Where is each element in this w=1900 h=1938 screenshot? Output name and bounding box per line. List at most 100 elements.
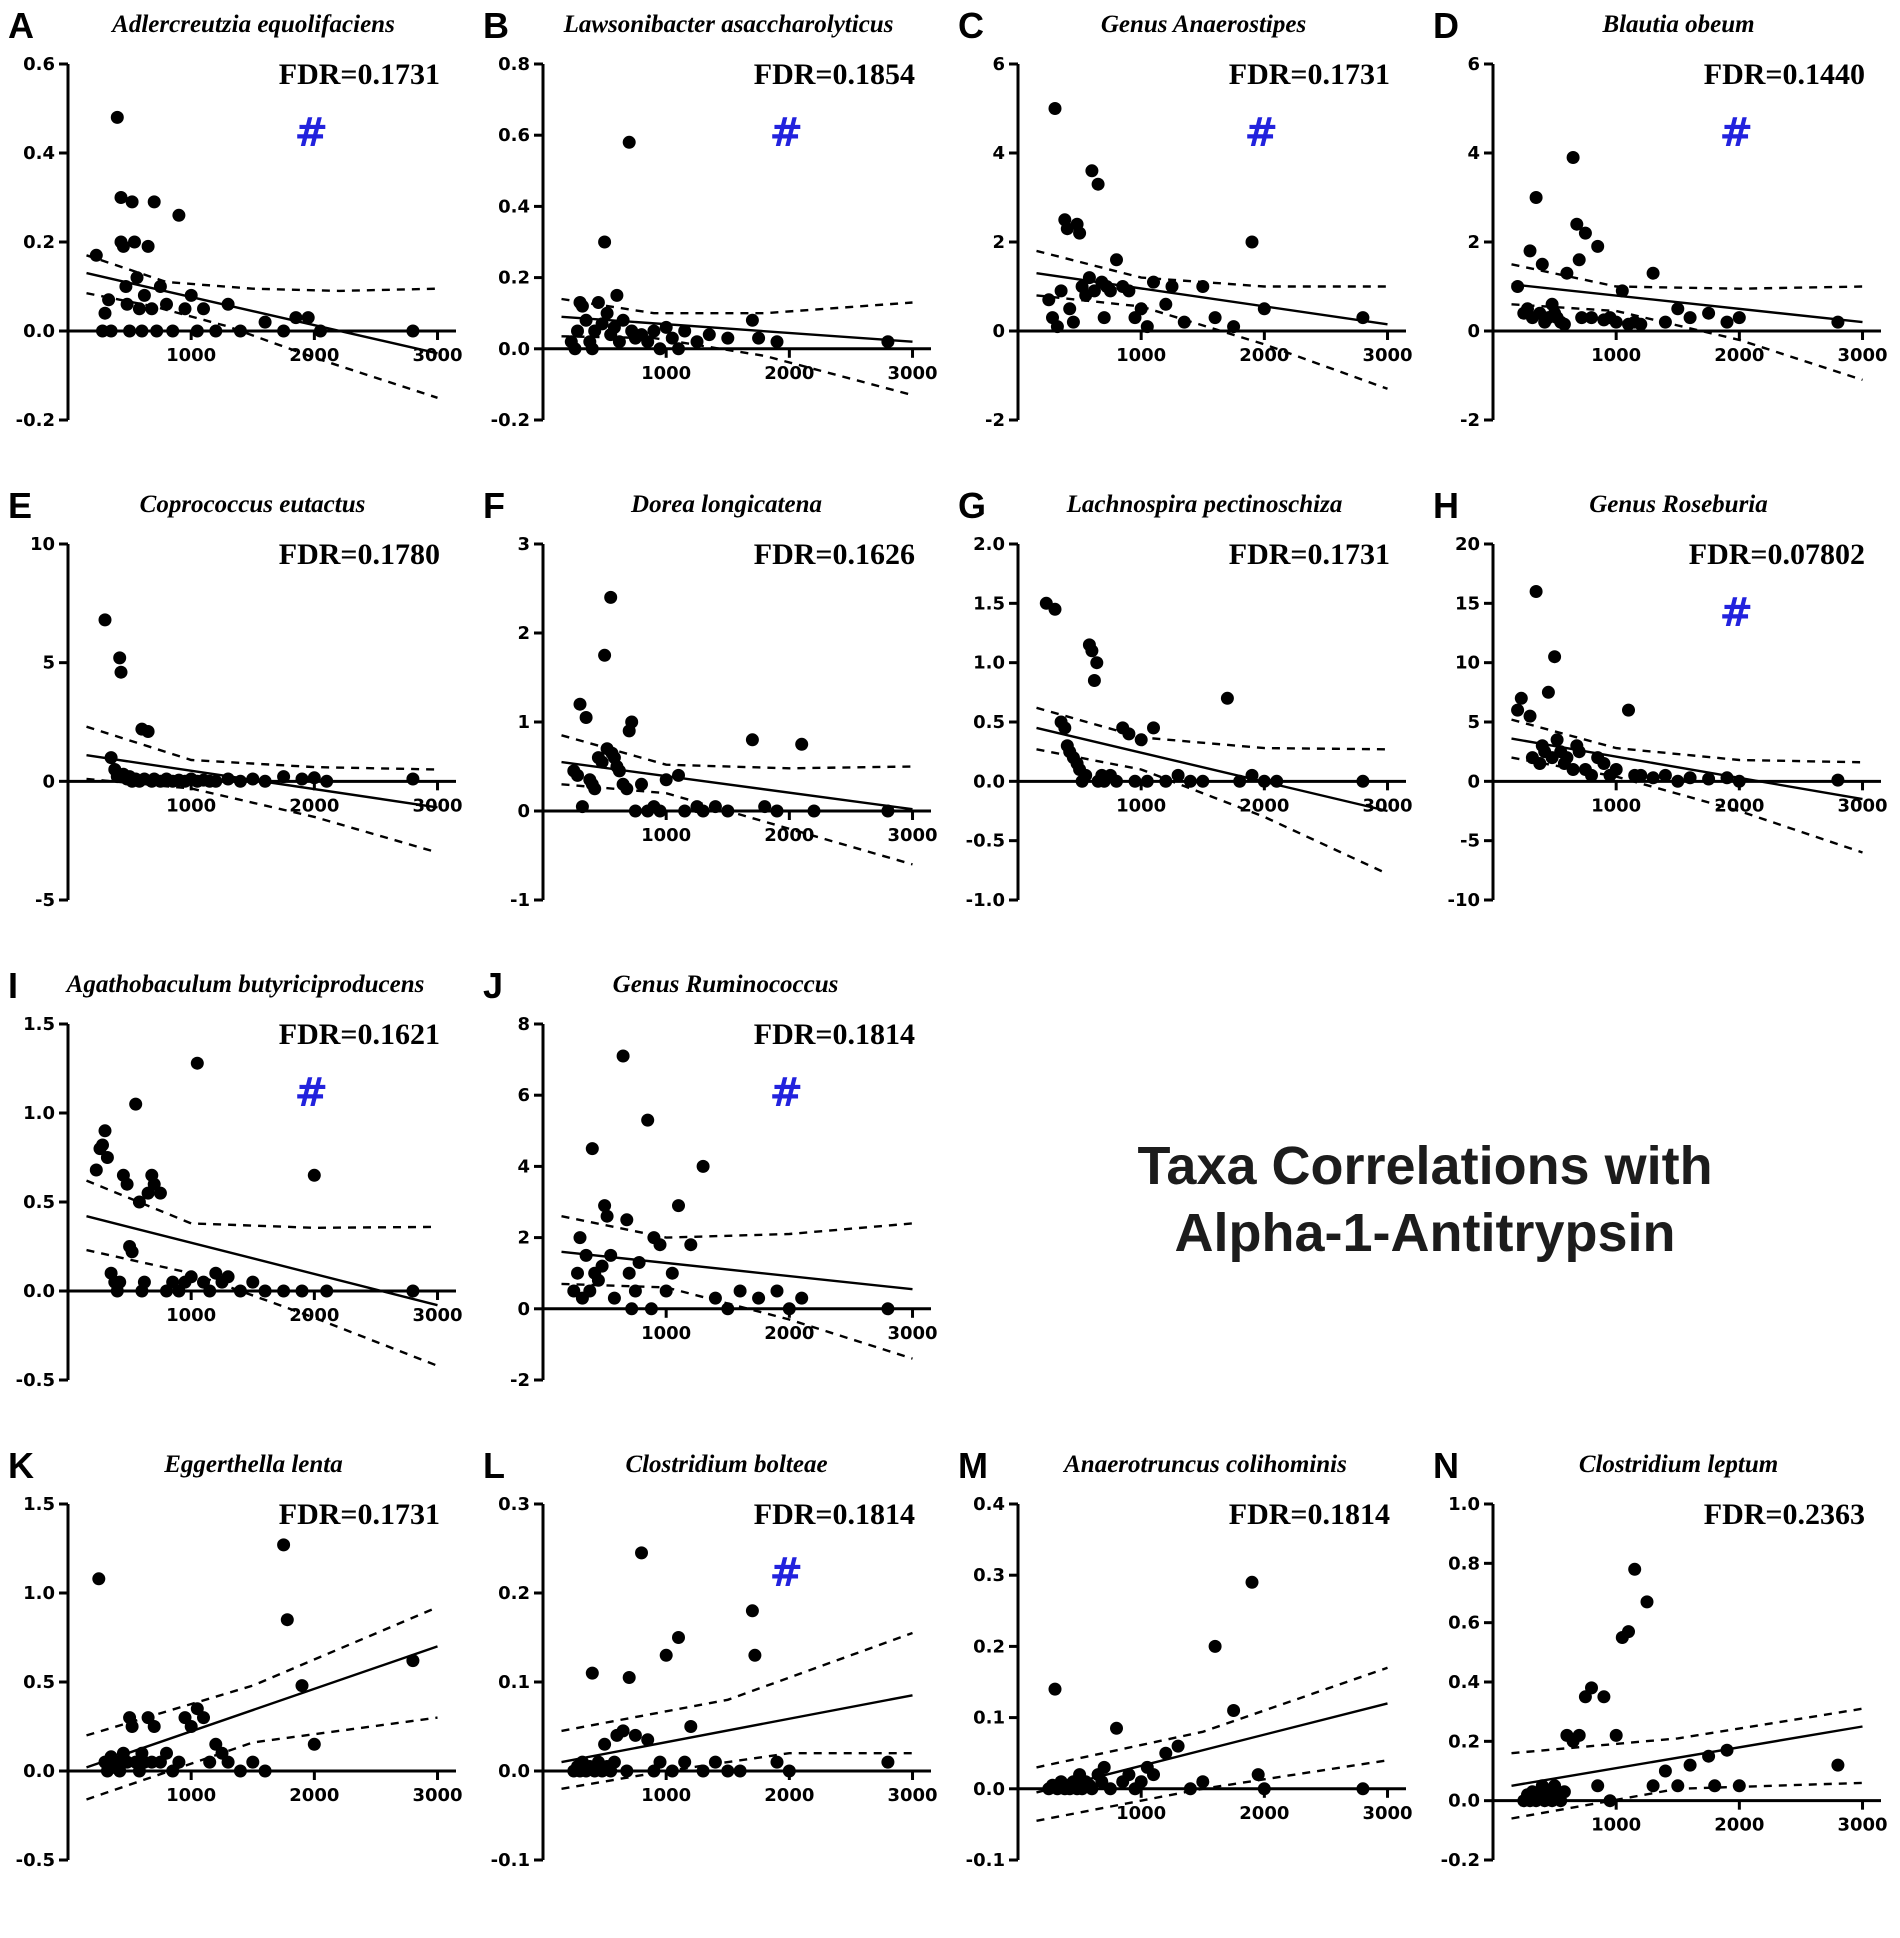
svg-text:2: 2 (517, 623, 530, 644)
panel-header: A Adlercreutzia equolifaciens (8, 6, 473, 52)
svg-text:6: 6 (992, 54, 1005, 75)
figure-title-line1: Taxa Correlations with (1137, 1135, 1713, 1196)
fdr-label: FDR=0.07802 (1688, 538, 1865, 571)
fdr-label: FDR=0.1731 (1228, 538, 1390, 571)
svg-text:0.5: 0.5 (973, 712, 1005, 733)
svg-text:3000: 3000 (1362, 1803, 1412, 1824)
svg-text:-0.2: -0.2 (16, 410, 55, 431)
panel-title: Lawsonibacter asaccharolyticus (563, 11, 894, 38)
scatter-plot-i: 1.5 1.0 0.5 0.0 -0.5 1000 2000 3000 (8, 1012, 468, 1422)
scatter-svg: 8 6 4 2 0 -2 1000 2000 3000 (510, 1014, 938, 1391)
hash-marker: # (1244, 110, 1278, 156)
svg-text:0.0: 0.0 (498, 339, 530, 360)
svg-text:2000: 2000 (764, 1323, 814, 1344)
hash-marker: # (769, 110, 803, 156)
svg-text:15: 15 (1455, 593, 1480, 614)
svg-text:0.5: 0.5 (23, 1192, 55, 1213)
panel-letter: L (483, 1445, 505, 1486)
svg-text:20: 20 (1455, 534, 1480, 555)
plot-area: FDR=0.2363 1.0 0.8 0.6 0.4 0.2 0.0 -0.2 1000 200… (1433, 1492, 1893, 1902)
svg-text:0.2: 0.2 (23, 232, 55, 253)
plot-area: FDR=0.1731 2.0 1.5 1.0 0.5 0.0 -0.5 -1.0 1000 20… (958, 532, 1418, 942)
fdr-label: FDR=0.1731 (278, 1498, 440, 1531)
svg-text:3000: 3000 (887, 1323, 937, 1344)
scatter-svg: 0.8 0.6 0.4 0.2 0.0 -0.2 1000 2000 3000 (491, 54, 938, 431)
panel-header: G Lachnospira pectinoschiza (958, 486, 1423, 532)
scatter-plot-c: 6 4 2 0 -2 1000 2000 3000 (958, 52, 1418, 462)
svg-text:2: 2 (517, 1228, 530, 1249)
svg-text:-2: -2 (1460, 410, 1480, 431)
panel-header: B Lawsonibacter asaccharolyticus (483, 6, 948, 52)
svg-text:0.4: 0.4 (498, 196, 530, 217)
svg-text:-10: -10 (1447, 890, 1480, 911)
svg-text:0.0: 0.0 (498, 1761, 530, 1782)
svg-text:3000: 3000 (887, 1785, 937, 1806)
scatter-plot-g: 2.0 1.5 1.0 0.5 0.0 -0.5 -1.0 1000 2000 3000 (958, 532, 1418, 942)
svg-text:2000: 2000 (289, 345, 339, 366)
svg-text:3000: 3000 (1362, 795, 1412, 816)
panel-header: M Anaerotruncus colihominis (958, 1446, 1423, 1492)
panel-f: F Dorea longicatena FDR=0.1626 3 2 1 0 -1 100… (475, 480, 950, 960)
svg-text:2000: 2000 (1239, 1803, 1289, 1824)
panel-letter: B (483, 5, 509, 46)
svg-text:0.8: 0.8 (1448, 1553, 1480, 1574)
svg-text:-1.0: -1.0 (966, 890, 1005, 911)
svg-text:2000: 2000 (1714, 795, 1764, 816)
fdr-label: FDR=0.1814 (753, 1018, 915, 1051)
svg-text:5: 5 (1467, 712, 1480, 733)
scatter-svg: 1.0 0.8 0.6 0.4 0.2 0.0 -0.2 1000 2000 3000 (1441, 1494, 1888, 1871)
panel-e: E Coprococcus eutactus FDR=0.1780 10 5 0 -5… (0, 480, 475, 960)
plot-area: FDR=0.07802 # 20 15 10 5 0 -5 -10 1000 2000 3000 (1433, 532, 1893, 942)
svg-text:1000: 1000 (641, 1785, 691, 1806)
panel-letter: E (8, 485, 33, 526)
svg-text:-5: -5 (1460, 831, 1480, 852)
svg-text:1.0: 1.0 (23, 1583, 55, 1604)
scatter-svg: 6 4 2 0 -2 1000 2000 3000 (985, 54, 1413, 431)
panel-letter: J (483, 965, 504, 1006)
svg-text:0.1: 0.1 (498, 1672, 530, 1693)
panel-n: N Clostridium leptum FDR=0.2363 1.0 0.8 0.… (1425, 1440, 1900, 1920)
svg-text:0.0: 0.0 (973, 1779, 1005, 1800)
svg-text:2000: 2000 (764, 363, 814, 384)
svg-text:3000: 3000 (412, 1305, 462, 1326)
panel-d: D Blautia obeum FDR=0.1440 # 6 4 2 0 -2 1000 2… (1425, 0, 1900, 480)
panel-l: L Clostridium bolteae FDR=0.1814 # 0.3 0.… (475, 1440, 950, 1920)
svg-text:0.1: 0.1 (973, 1708, 1005, 1729)
panel-header: C Genus Anaerostipes (958, 6, 1423, 52)
fdr-label: FDR=0.1814 (1228, 1498, 1390, 1531)
scatter-svg: 3 2 1 0 -1 1000 2000 3000 (510, 534, 938, 911)
svg-text:0.0: 0.0 (23, 1281, 55, 1302)
hash-marker: # (769, 1070, 803, 1116)
svg-text:1000: 1000 (1116, 345, 1166, 366)
svg-text:0: 0 (1467, 771, 1480, 792)
scatter-plot-j: 8 6 4 2 0 -2 1000 2000 3000 (483, 1012, 943, 1422)
svg-text:1.5: 1.5 (973, 593, 1005, 614)
svg-text:0.5: 0.5 (23, 1672, 55, 1693)
panel-i: I Agathobaculum butyriciproducens FDR=0.… (0, 960, 475, 1440)
scatter-plot-d: 6 4 2 0 -2 1000 2000 3000 (1433, 52, 1893, 462)
panel-title: Agathobaculum butyriciproducens (66, 971, 425, 998)
figure-title: Taxa Correlations with Alpha-1-Antitryps… (1137, 1133, 1712, 1268)
scatter-plot-k: 1.5 1.0 0.5 0.0 -0.5 1000 2000 3000 (8, 1492, 468, 1902)
fdr-label: FDR=0.1621 (278, 1018, 440, 1051)
svg-text:0.4: 0.4 (23, 143, 55, 164)
svg-text:0.6: 0.6 (1448, 1613, 1480, 1634)
svg-text:3000: 3000 (887, 363, 937, 384)
hash-marker: # (294, 1070, 328, 1116)
plot-area: FDR=0.1731 # 0.6 0.4 0.2 0.0 -0.2 1000 2000 300… (8, 52, 468, 462)
svg-text:3000: 3000 (1837, 1815, 1887, 1836)
svg-text:1000: 1000 (1591, 795, 1641, 816)
panel-header: J Genus Ruminococcus (483, 966, 948, 1012)
svg-text:4: 4 (992, 143, 1005, 164)
hash-marker: # (1719, 110, 1753, 156)
plot-area: FDR=0.1731 # 6 4 2 0 -2 1000 2000 3000 (958, 52, 1418, 462)
panel-title: Anaerotruncus colihominis (1064, 1451, 1347, 1478)
panel-header: L Clostridium bolteae (483, 1446, 948, 1492)
scatter-plot-l: 0.3 0.2 0.1 0.0 -0.1 1000 2000 3000 (483, 1492, 943, 1902)
figure-title-block: Taxa Correlations with Alpha-1-Antitryps… (950, 960, 1900, 1440)
svg-text:2000: 2000 (289, 1305, 339, 1326)
panel-letter: N (1433, 1445, 1459, 1486)
hash-marker: # (294, 110, 328, 156)
svg-text:2000: 2000 (1239, 345, 1289, 366)
svg-text:0.0: 0.0 (973, 771, 1005, 792)
